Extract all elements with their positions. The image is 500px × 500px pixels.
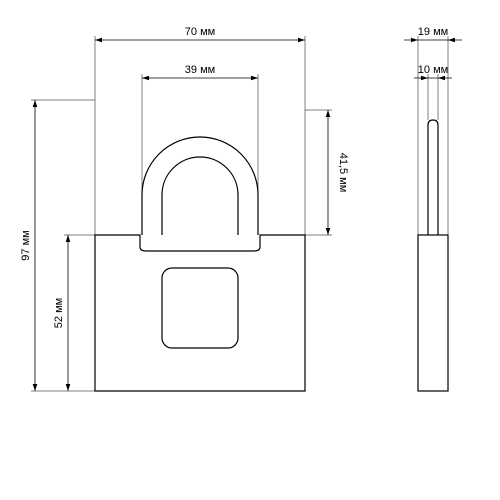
dim-arrow xyxy=(142,76,149,81)
dim-arrow xyxy=(33,100,38,107)
dim-arrow xyxy=(448,38,455,43)
dim-39-label: 39 мм xyxy=(185,64,215,76)
dim-97-label: 97 мм xyxy=(20,230,32,260)
dim-arrow xyxy=(33,384,38,391)
side-body xyxy=(418,235,448,391)
dim-19-label: 19 мм xyxy=(418,26,448,38)
dim-arrow xyxy=(66,235,71,242)
dim-52-label: 52 мм xyxy=(53,298,65,328)
side-shackle xyxy=(428,120,438,235)
dim-arrow xyxy=(251,76,258,81)
padlock-body xyxy=(95,235,305,391)
dim-arrow xyxy=(95,38,102,43)
keyhole-plate xyxy=(162,268,238,348)
dim-arrow xyxy=(326,110,331,117)
dim-arrow xyxy=(326,228,331,235)
dim-arrow xyxy=(66,384,71,391)
dim-arrow xyxy=(438,76,445,81)
dim-arrow xyxy=(411,38,418,43)
dim-70-label: 70 мм xyxy=(185,26,215,38)
shackle-outer xyxy=(142,137,258,235)
dim-10-label: 10 мм xyxy=(418,64,448,76)
dim-arrow xyxy=(421,76,428,81)
shackle-inner xyxy=(162,157,238,235)
dim-41-5-label: 41,5 мм xyxy=(337,153,349,193)
dim-arrow xyxy=(298,38,305,43)
